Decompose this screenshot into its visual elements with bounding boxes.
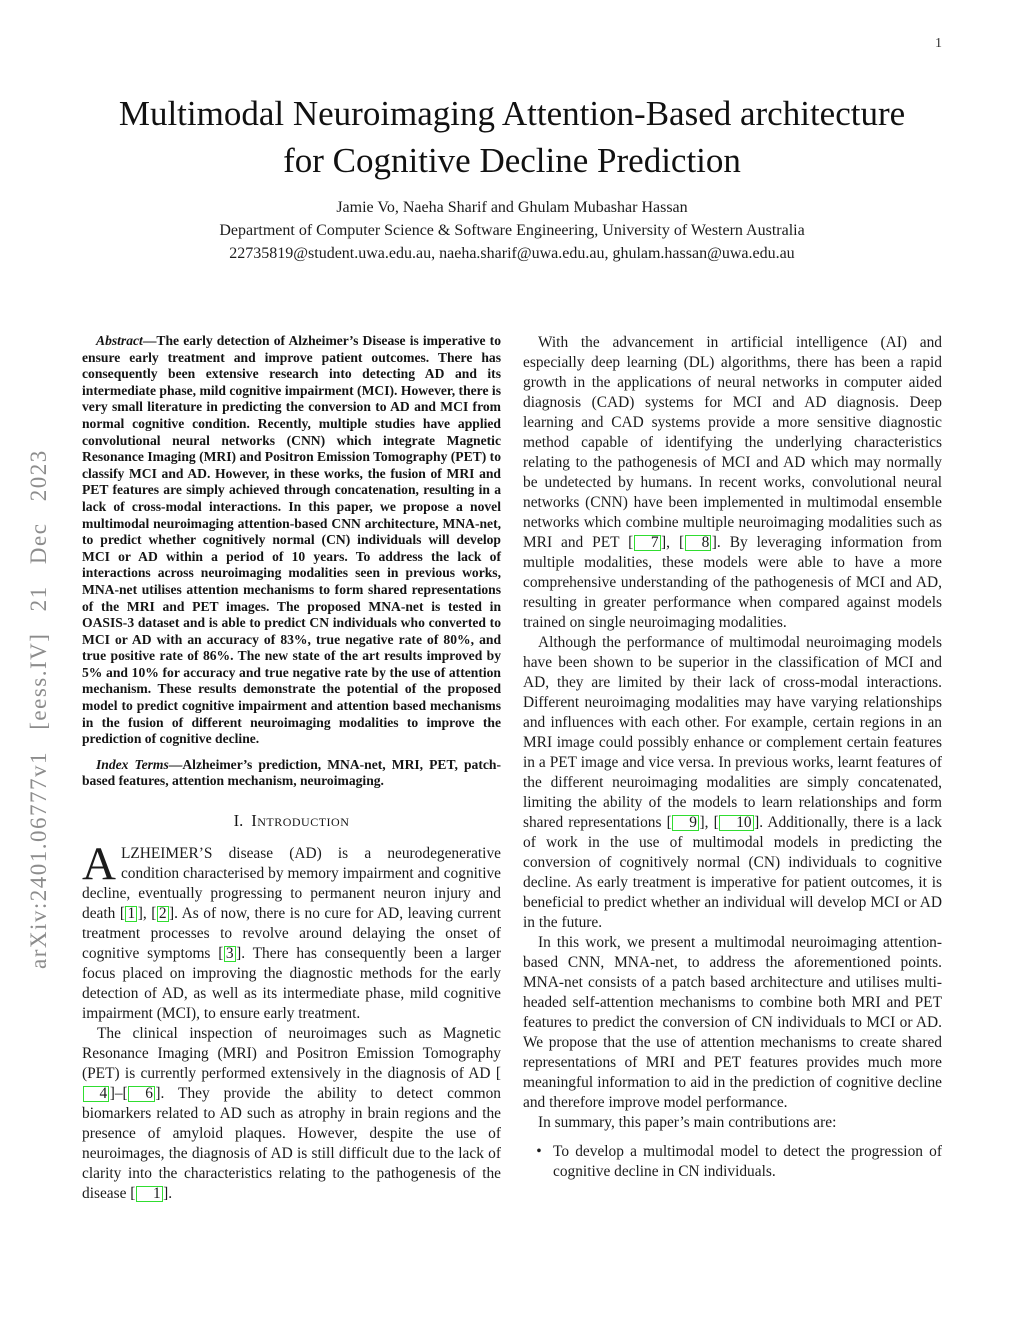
citation-link[interactable]: 6: [128, 1086, 155, 1103]
section-number: I.: [233, 811, 244, 831]
index-terms-text: —Alzheimer’s prediction, MNA-net, MRI, P…: [82, 756, 501, 789]
citation-link[interactable]: 9: [672, 815, 699, 831]
paragraph-text: LZHEIMER’S disease (AD) is a neurodegene…: [82, 845, 501, 1023]
left-column: Abstract—The early detection of Alzheime…: [82, 333, 501, 1204]
citation-link[interactable]: 4: [82, 1086, 110, 1103]
section-heading-introduction: I. Introduction: [82, 811, 501, 831]
intro-paragraph-1: A LZHEIMER’S disease (AD) is a neurodegen…: [82, 838, 501, 1024]
body-paragraph: In this work, we present a multimodal ne…: [523, 934, 942, 1111]
citation-link[interactable]: 7: [633, 535, 661, 551]
citation-link[interactable]: 2: [156, 905, 169, 923]
two-column-body: Abstract—The early detection of Alzheime…: [82, 333, 942, 1204]
paper-title: Multimodal Neuroimaging Attention-Based …: [118, 94, 906, 180]
section-label: Introduction: [251, 811, 350, 831]
citation-link[interactable]: 8: [684, 535, 712, 551]
body-paragraph: Although the performance of multimodal n…: [523, 634, 943, 931]
abstract-paragraph: Abstract—The early detection of Alzheime…: [82, 333, 501, 748]
paper-authors: Jamie Vo, Naeha Sharif and Ghulam Mubash…: [336, 199, 688, 216]
contribution-bullet: • To develop a multimodal model to detec…: [523, 1142, 942, 1182]
citation-link[interactable]: 10: [719, 815, 754, 831]
contributions-intro: In summary, this paper’s main contributi…: [538, 1114, 837, 1131]
dropcap-letter: A: [82, 838, 116, 891]
intro-paragraph-2: The clinical inspection of neuroimages s…: [82, 1025, 501, 1203]
index-terms-paragraph: Index Terms—Alzheimer’s prediction, MNA-…: [82, 757, 501, 790]
abstract-lead: Abstract: [96, 333, 143, 348]
citation-link[interactable]: 1: [135, 1186, 163, 1203]
citation-link[interactable]: 3: [223, 945, 236, 963]
body-paragraph: With the advancement in artificial intel…: [523, 334, 942, 631]
paper-emails: 22735819@student.uwa.edu.au, naeha.shari…: [229, 245, 795, 262]
right-column: With the advancement in artificial intel…: [523, 333, 942, 1204]
page-number: 1: [935, 36, 942, 51]
arxiv-stamp[interactable]: arXiv:2401.06777v1 [eess.IV] 21 Dec 2023: [26, 449, 51, 969]
bullet-text: To develop a multimodal model to detect …: [553, 1143, 942, 1180]
bullet-icon: •: [536, 1143, 542, 1160]
citation-link[interactable]: 1: [125, 905, 138, 923]
paper-header: Multimodal Neuroimaging Attention-Based …: [0, 0, 1024, 263]
abstract-text: —The early detection of Alzheimer’s Dise…: [82, 333, 501, 747]
paper-affiliation: Department of Computer Science & Softwar…: [219, 222, 805, 239]
index-terms-lead: Index Terms: [96, 756, 169, 772]
